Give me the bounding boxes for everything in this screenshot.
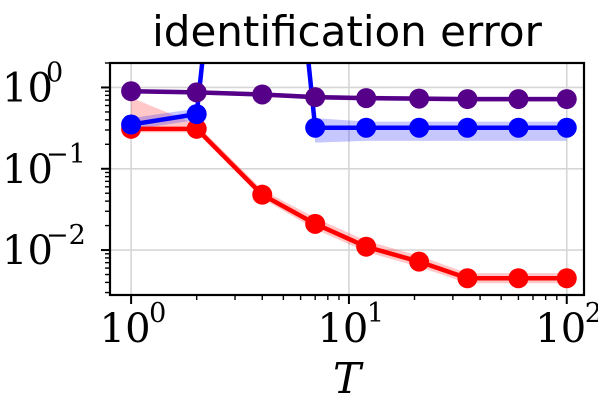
data-point-1 [305, 117, 326, 138]
data-point-1 [356, 117, 377, 138]
confidence-band-1 [131, 63, 567, 143]
plot-frame [108, 61, 586, 297]
data-point-2 [556, 89, 577, 110]
data-point-1 [508, 117, 529, 138]
data-point-2 [121, 81, 142, 102]
data-point-2 [186, 82, 207, 103]
data-point-2 [305, 87, 326, 108]
x-tick-exponent: 2 [585, 298, 598, 329]
y-tick-exponent: 0 [46, 57, 63, 88]
data-point-0 [252, 184, 273, 205]
data-point-1 [121, 114, 142, 135]
data-point-0 [409, 251, 430, 272]
x-tick-label: 10 [535, 306, 586, 352]
data-point-1 [186, 104, 207, 125]
data-point-1 [409, 117, 430, 138]
data-point-0 [556, 268, 577, 289]
data-point-0 [305, 213, 326, 234]
x-tick-exponent: 0 [149, 298, 166, 329]
y-tick-exponent: −1 [46, 139, 86, 170]
data-point-2 [409, 88, 430, 109]
data-point-2 [252, 84, 273, 105]
data-point-0 [356, 236, 377, 257]
x-tick-label: 10 [100, 306, 151, 352]
data-point-1 [556, 117, 577, 138]
data-point-0 [508, 268, 529, 289]
data-point-1 [457, 117, 478, 138]
x-axis-label: T [333, 354, 364, 403]
y-tick-label: 10 [2, 65, 53, 111]
series-line-1 [130, 63, 567, 130]
data-point-0 [186, 118, 207, 139]
y-tick-label: 10 [2, 147, 53, 193]
x-tick-label: 10 [317, 306, 368, 352]
chart-title: identification error [152, 7, 542, 56]
data-point-2 [356, 88, 377, 109]
data-point-0 [457, 268, 478, 289]
series-markers [121, 81, 577, 289]
data-point-2 [508, 89, 529, 110]
y-tick-label: 10 [2, 228, 53, 274]
data-point-2 [457, 89, 478, 110]
y-tick-exponent: −2 [46, 220, 86, 251]
x-tick-exponent: 1 [367, 298, 384, 329]
